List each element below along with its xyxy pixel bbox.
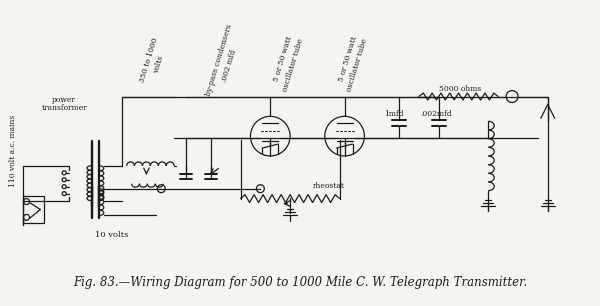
Text: by-pass condensers: by-pass condensers [204,23,233,97]
Text: oscillator tube: oscillator tube [346,37,370,92]
Text: 5000 ohms: 5000 ohms [439,84,482,93]
Text: .002 mfd: .002 mfd [220,48,238,83]
Bar [23,196,44,223]
Circle shape [62,185,66,189]
Text: power: power [52,96,76,104]
Circle shape [62,171,66,175]
Text: .002mfd: .002mfd [420,110,452,118]
Circle shape [250,116,290,156]
Circle shape [157,185,165,193]
Circle shape [62,178,66,182]
Text: 1mfd: 1mfd [385,110,404,118]
Text: 5 or 50 watt: 5 or 50 watt [272,35,294,83]
Text: oscillator tube: oscillator tube [281,37,305,92]
Text: 5 or 50 watt: 5 or 50 watt [337,35,358,83]
Text: 10 volts: 10 volts [95,231,128,239]
Text: 110 volt a.c. mains: 110 volt a.c. mains [8,115,17,187]
Text: Fig. 83.—Wiring Diagram for 500 to 1000 Mile C. W. Telegraph Transmitter.: Fig. 83.—Wiring Diagram for 500 to 1000 … [73,276,527,289]
Circle shape [325,116,364,156]
Circle shape [506,91,518,103]
Text: volts: volts [152,55,165,75]
Text: transformer: transformer [41,104,87,112]
Text: rheostat: rheostat [313,182,345,190]
Text: 350 to 1000: 350 to 1000 [139,36,160,83]
Circle shape [256,185,265,193]
Circle shape [62,192,66,196]
